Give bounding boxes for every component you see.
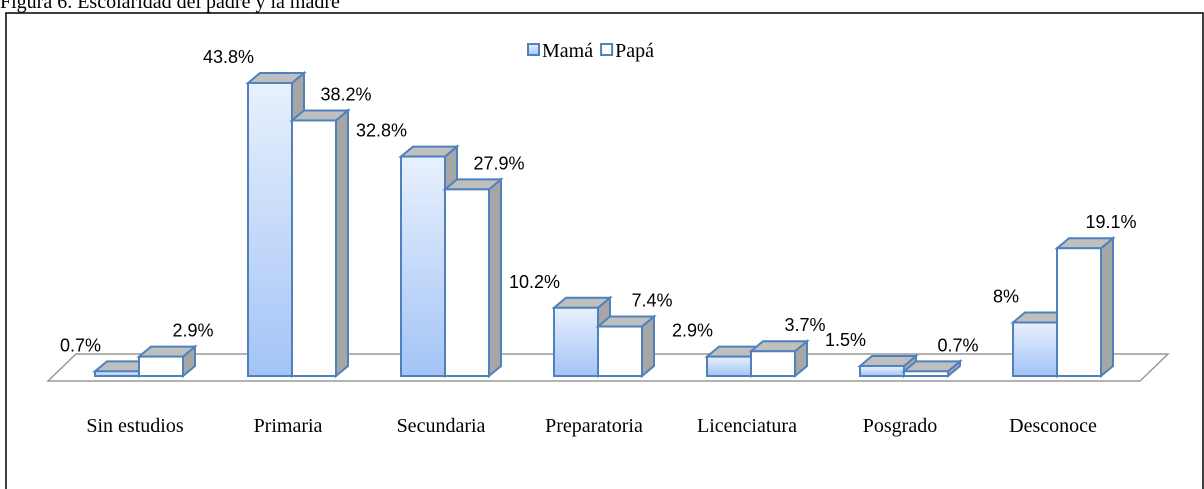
data-label: 8% bbox=[993, 286, 1019, 306]
legend-label: Mamá bbox=[542, 40, 593, 62]
bar bbox=[1012, 321, 1058, 378]
data-label: 1.5% bbox=[825, 330, 866, 350]
data-label: 38.2% bbox=[320, 84, 371, 104]
bar bbox=[247, 81, 293, 377]
data-label: 27.9% bbox=[473, 153, 524, 173]
bar bbox=[138, 355, 184, 377]
legend-label: Papá bbox=[615, 40, 654, 62]
legend-swatch bbox=[600, 43, 614, 56]
data-label: 2.9% bbox=[172, 321, 213, 341]
data-label: 3.7% bbox=[784, 315, 825, 335]
x-tick-label: Posgrado bbox=[863, 415, 937, 437]
x-tick-label: Secundaria bbox=[397, 415, 486, 437]
bar bbox=[400, 155, 446, 377]
bar bbox=[706, 355, 752, 377]
legend-swatch bbox=[527, 43, 540, 56]
bar-side bbox=[335, 108, 349, 379]
bar bbox=[94, 370, 140, 377]
x-tick-label: Licenciatura bbox=[697, 415, 797, 437]
bar bbox=[1056, 247, 1102, 377]
bar bbox=[597, 325, 643, 377]
bar bbox=[291, 119, 337, 377]
data-label: 19.1% bbox=[1085, 212, 1136, 232]
data-label: 0.7% bbox=[60, 335, 101, 355]
bar-side bbox=[1100, 236, 1114, 379]
x-tick-label: Desconoce bbox=[1009, 415, 1097, 437]
chart-frame bbox=[5, 12, 1204, 489]
data-label: 0.7% bbox=[937, 335, 978, 355]
data-label: 10.2% bbox=[509, 272, 560, 292]
chart-title: Figura 6. Escolaridad del padre y la mad… bbox=[0, 0, 340, 13]
bar bbox=[859, 364, 905, 377]
x-tick-label: Sin estudios bbox=[86, 415, 183, 437]
x-tick-label: Primaria bbox=[254, 415, 323, 437]
bar bbox=[444, 188, 490, 377]
data-label: 32.8% bbox=[356, 121, 407, 141]
data-label: 2.9% bbox=[672, 321, 713, 341]
data-label: 7.4% bbox=[631, 290, 672, 310]
bar-side bbox=[488, 177, 502, 379]
x-tick-label: Preparatoria bbox=[545, 415, 643, 437]
bar bbox=[903, 370, 949, 377]
bar bbox=[750, 350, 796, 378]
bar bbox=[553, 306, 599, 377]
data-label: 43.8% bbox=[203, 47, 254, 67]
